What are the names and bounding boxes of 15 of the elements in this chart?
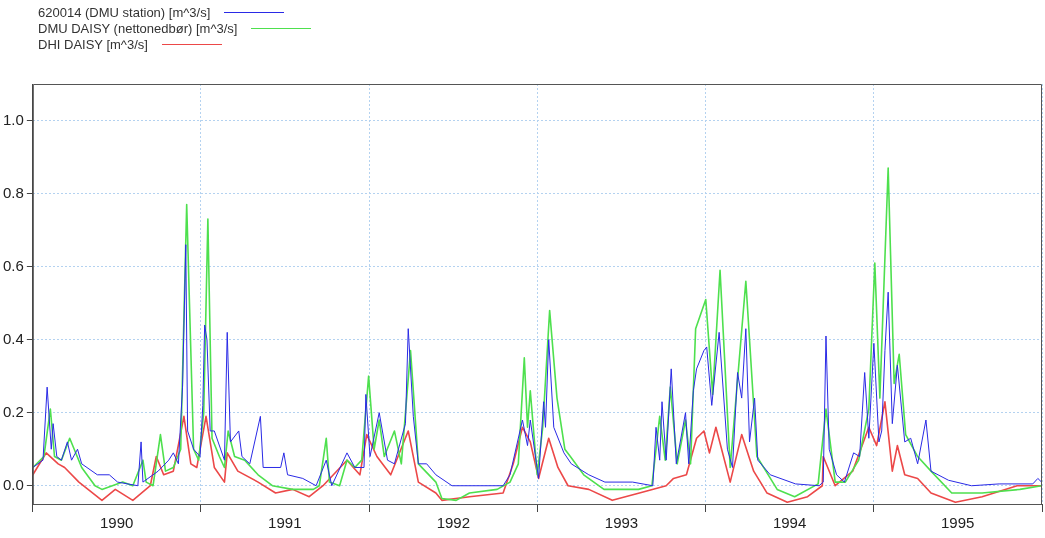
x-tick-label: 1995 [941,514,975,532]
y-tick-label: 0.4 [2,329,24,347]
y-tick-label: 0.2 [2,402,24,420]
x-tick-label: 1992 [436,514,471,532]
y-tick-label: 0.8 [2,183,24,201]
y-tick-label: 0.0 [2,475,24,493]
y-tick-label: 1.0 [2,110,24,128]
x-tick-label: 1991 [268,514,302,532]
y-tick-label: 0.6 [2,256,24,274]
legend-label: DMU DAISY (nettonedbør) [m^3/s] [38,20,238,36]
legend-label: 620014 (DMU station) [m^3/s] [38,4,211,20]
legend-label: DHI DAISY [m^3/s] [38,36,148,52]
x-tick-label: 1994 [772,514,807,532]
x-tick-label: 1990 [99,514,134,532]
x-tick-label: 1993 [604,514,639,532]
